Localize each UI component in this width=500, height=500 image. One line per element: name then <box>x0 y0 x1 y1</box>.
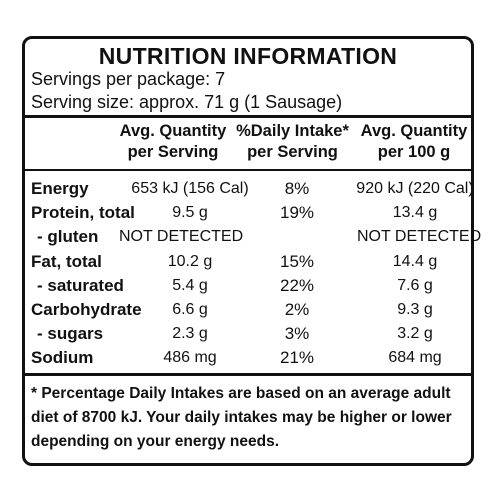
value-per-serving: 5.4 g <box>172 277 208 294</box>
value-per-serving: 6.6 g <box>172 301 208 318</box>
divider-header <box>25 169 471 171</box>
row-label: - saturated <box>37 276 124 295</box>
value-daily-intake: 8% <box>284 179 310 198</box>
nutrition-panel: NUTRITION INFORMATION Servings per packa… <box>22 36 481 466</box>
column-header-line: Avg. Quantity <box>360 122 468 140</box>
value-per-100g: 13.4 g <box>392 204 438 221</box>
column-header-per-serving: Avg. Quantity per Serving <box>113 121 233 163</box>
value-daily-intake: 19% <box>279 203 315 222</box>
divider-footnote <box>25 373 471 376</box>
footnote: * Percentage Daily Intakes are based on … <box>31 385 452 450</box>
servings-per-package: Servings per package: 7 <box>31 69 226 89</box>
column-header-line: %Daily Intake* <box>236 122 349 140</box>
value-per-100g: 14.4 g <box>392 253 438 270</box>
column-header-daily-intake: %Daily Intake* per Serving <box>230 121 355 163</box>
column-header-line: per 100 g <box>377 143 451 161</box>
table-row-sugars: - sugars 2.3 g 3% 3.2 g <box>25 322 471 346</box>
column-header-line: per Serving <box>127 143 219 161</box>
value-per-100g: 3.2 g <box>397 325 433 342</box>
table-row-gluten: - gluten NOT DETECTED NOT DETECTED <box>25 225 481 249</box>
value-daily-intake: 3% <box>284 324 310 343</box>
table-row-protein: Protein, total 9.5 g 19% 13.4 g <box>25 201 471 225</box>
value-per-serving: 9.5 g <box>172 204 208 221</box>
value-per-serving: 10.2 g <box>167 253 213 270</box>
column-header-line: per Serving <box>247 143 338 161</box>
value-per-100g: NOT DETECTED <box>357 228 482 245</box>
value-daily-intake: 21% <box>279 348 315 367</box>
panel-title: NUTRITION INFORMATION <box>98 43 398 69</box>
value-per-serving: 486 mg <box>163 349 217 366</box>
row-label: - gluten <box>37 227 99 246</box>
row-label: - sugars <box>37 324 104 343</box>
value-daily-intake: 22% <box>279 276 315 295</box>
value-daily-intake: 15% <box>279 252 315 271</box>
table-row-carbohydrate: Carbohydrate 6.6 g 2% 9.3 g <box>25 298 471 322</box>
column-header-line: Avg. Quantity <box>119 122 227 140</box>
row-label: Fat, total <box>31 252 102 271</box>
column-header-per-100g: Avg. Quantity per 100 g <box>358 121 470 163</box>
row-label: Energy <box>31 179 89 198</box>
divider-top <box>25 115 471 118</box>
row-label: Sodium <box>31 348 94 367</box>
value-per-100g: 9.3 g <box>397 301 433 318</box>
serving-size: Serving size: approx. 71 g (1 Sausage) <box>31 92 343 112</box>
value-per-serving: NOT DETECTED <box>119 228 244 245</box>
table-row-sodium: Sodium 486 mg 21% 684 mg <box>25 346 471 370</box>
value-per-100g: 684 mg <box>388 349 442 366</box>
table-row-energy: Energy 653 kJ (156 Cal) 8% 920 kJ (220 C… <box>25 177 474 201</box>
value-daily-intake: 2% <box>284 300 310 319</box>
value-per-100g: 920 kJ (220 Cal) <box>356 180 474 197</box>
value-per-100g: 7.6 g <box>397 277 433 294</box>
row-label: Protein, total <box>31 203 135 222</box>
value-per-serving: 653 kJ (156 Cal) <box>131 180 249 197</box>
value-per-serving: 2.3 g <box>172 325 208 342</box>
table-row-fat: Fat, total 10.2 g 15% 14.4 g <box>25 250 471 274</box>
row-label: Carbohydrate <box>31 300 142 319</box>
table-row-saturated: - saturated 5.4 g 22% 7.6 g <box>25 274 471 298</box>
